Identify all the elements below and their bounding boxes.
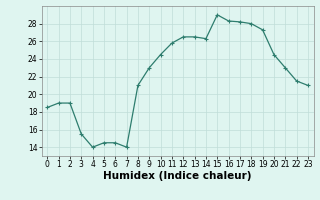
X-axis label: Humidex (Indice chaleur): Humidex (Indice chaleur)	[103, 171, 252, 181]
